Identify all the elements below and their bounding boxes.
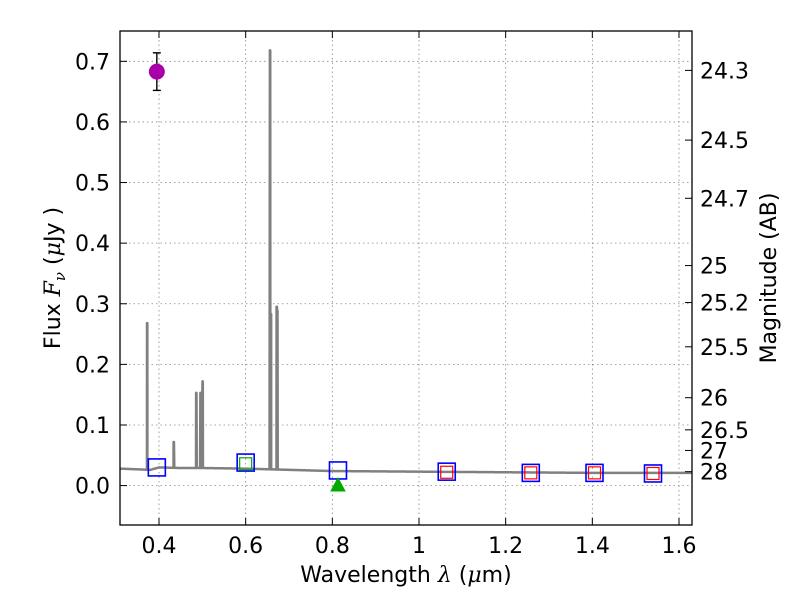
y2-tick-label: 28: [700, 461, 728, 486]
x-axis-unit-open: (: [459, 563, 468, 588]
blue-square-marker: [521, 463, 541, 483]
x-tick-label: 1.4: [575, 534, 610, 559]
y-tick-label: 0.0: [75, 475, 110, 500]
y2-tick-label: 24.5: [700, 129, 749, 154]
y-tick-label: 0.5: [75, 172, 110, 197]
blue-square-marker: [437, 462, 457, 481]
x-axis-unit-mu: μ: [467, 563, 481, 588]
y-axis-label-prefix: Flux: [41, 303, 66, 349]
y2-tick-label: 24.7: [700, 187, 749, 212]
y-tick-label: 0.2: [75, 353, 110, 378]
model-spectrum-line: [119, 49, 693, 475]
y-axis-label: Flux Fν (μJy ): [41, 207, 69, 349]
y-axis-subscript: ν: [51, 272, 69, 281]
y2-tick-label: 25: [700, 255, 728, 280]
y2-tick-label: 25.2: [700, 292, 749, 317]
axis-ticks: 0.4 0.6 0.8 1 1.2 1.4 1.6 0.0 0.1 0.2 0.3 0.4 0.5 0.6…: [75, 31, 749, 559]
red-square-marker: [646, 466, 660, 481]
y-tick-label: 0.6: [75, 111, 110, 136]
y-axis-unit-rest: Jy ): [41, 207, 66, 244]
x-axis-symbol: λ: [437, 563, 452, 588]
model-spectrum-layer: [119, 49, 693, 475]
y2-tick-label: 27: [700, 439, 728, 464]
y2-axis-label: Magnitude (AB): [757, 193, 782, 364]
y-tick-label: 0.1: [75, 414, 110, 439]
blue-square-marker: [643, 464, 663, 483]
y2-tick-label: 25.5: [700, 336, 749, 361]
y2-tick-label: 24.3: [700, 59, 749, 84]
plot-frame: [119, 30, 693, 526]
y-tick-label: 0.3: [75, 293, 110, 318]
x-axis-label-prefix: Wavelength: [300, 563, 431, 588]
y-tick-label: 0.4: [75, 232, 110, 257]
x-axis-unit-rest: m): [482, 563, 512, 588]
x-tick-label: 1.2: [488, 534, 523, 559]
y-axis-unit-mu: μ: [41, 242, 66, 256]
blue-square-marker: [585, 463, 604, 483]
x-tick-label: 0.6: [228, 534, 263, 559]
blue-square-marker: [147, 458, 167, 477]
y-axis-unit-open: (: [41, 256, 66, 265]
x-axis-label: Wavelength λ (μm): [300, 563, 511, 588]
green-triangle-marker: [330, 476, 346, 492]
blue-square-marker: [236, 453, 255, 472]
y2-tick-label: 26.5: [700, 419, 749, 444]
photometry-markers: [147, 52, 663, 492]
red-square-marker: [524, 466, 538, 480]
magenta-point-marker: [148, 63, 165, 80]
green-square-marker: [239, 457, 253, 471]
grid-lines: [120, 31, 692, 525]
x-tick-label: 0.4: [142, 534, 177, 559]
x-tick-label: 1.6: [662, 534, 697, 559]
x-tick-label: 0.8: [315, 534, 350, 559]
y-tick-label: 0.7: [75, 50, 110, 75]
red-square-marker: [587, 466, 602, 480]
y-axis-symbol: F: [41, 280, 66, 297]
red-square-marker: [440, 465, 454, 479]
y2-tick-label: 26: [700, 387, 728, 412]
x-tick-label: 1: [412, 534, 426, 559]
